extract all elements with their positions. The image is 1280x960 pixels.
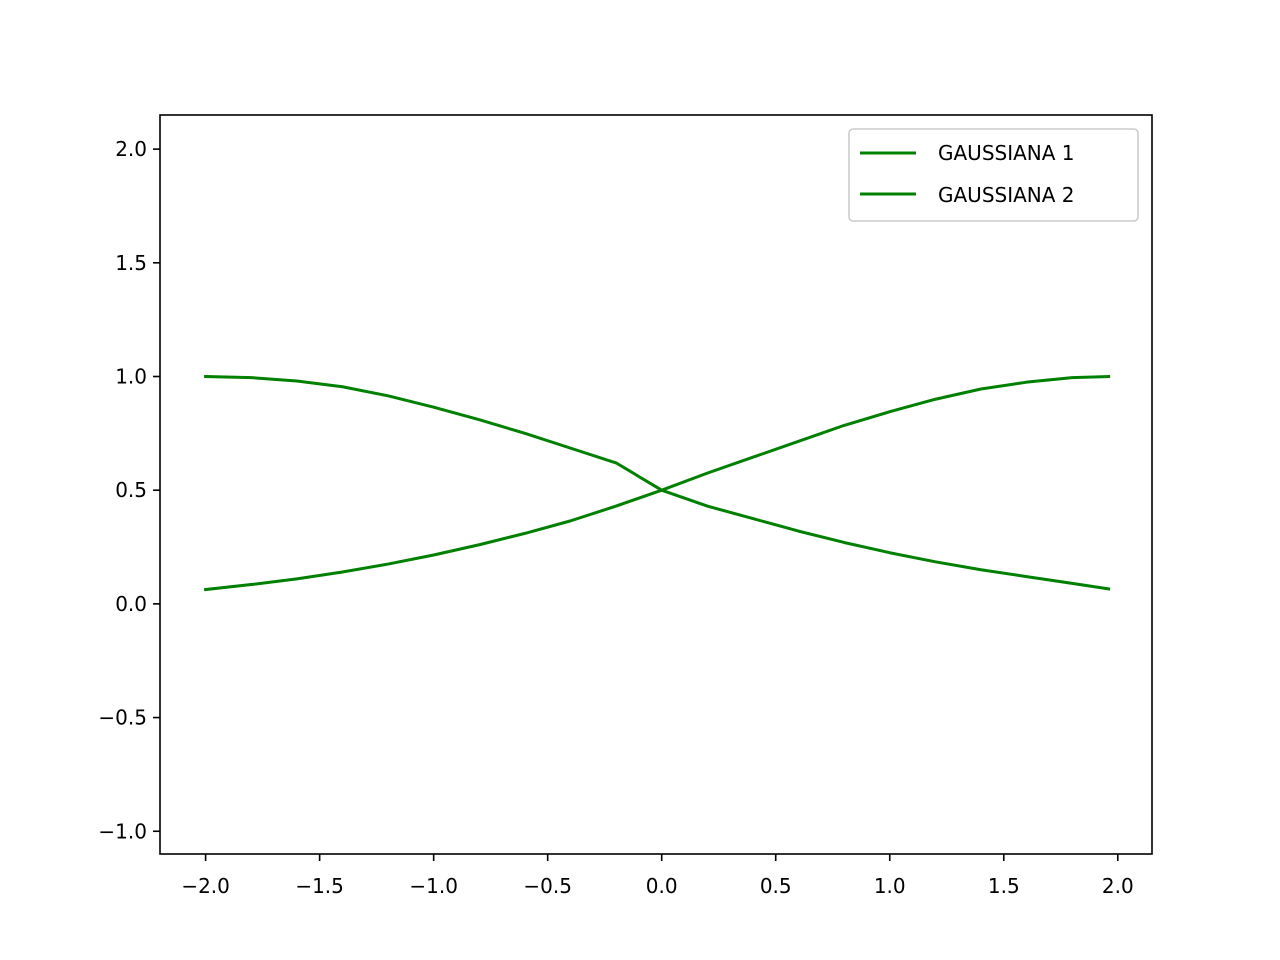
y-tick-label: 1.0: [115, 364, 147, 388]
y-tick-label: 0.5: [115, 478, 147, 502]
x-tick-label: −2.0: [181, 874, 230, 898]
x-tick-label: 0.0: [646, 874, 678, 898]
plot-frame: [159, 114, 1153, 855]
x-tick-label: 1.0: [874, 874, 906, 898]
y-tick-label: 2.0: [115, 137, 147, 161]
y-tick-label: −1.0: [98, 819, 147, 843]
plot-background: [160, 115, 1152, 854]
x-tick-label: −0.5: [523, 874, 572, 898]
y-tick-label: 0.0: [115, 592, 147, 616]
y-tick-label: −0.5: [98, 706, 147, 730]
y-axis: −1.0 −0.5 0.0 0.5 1.0 1.5 2.0: [98, 137, 160, 843]
x-tick-label: −1.0: [409, 874, 458, 898]
series-layer: [203, 374, 1111, 592]
x-tick-label: 1.5: [988, 874, 1020, 898]
x-tick-label: 2.0: [1102, 874, 1134, 898]
x-axis: −2.0 −1.5 −1.0 −0.5 0.0 0.5 1.0 1.5 2.0: [181, 854, 1134, 898]
legend-label-gaussiana-1: GAUSSIANA 1: [938, 141, 1075, 165]
y-tick-label: 1.5: [115, 251, 147, 275]
legend-label-gaussiana-2: GAUSSIANA 2: [938, 183, 1075, 207]
x-tick-label: 0.5: [760, 874, 792, 898]
x-tick-label: −1.5: [295, 874, 344, 898]
legend: GAUSSIANA 1 GAUSSIANA 2: [848, 128, 1139, 222]
legend-box: [848, 128, 1139, 222]
series-line-gaussiana-2: [203, 374, 1111, 592]
